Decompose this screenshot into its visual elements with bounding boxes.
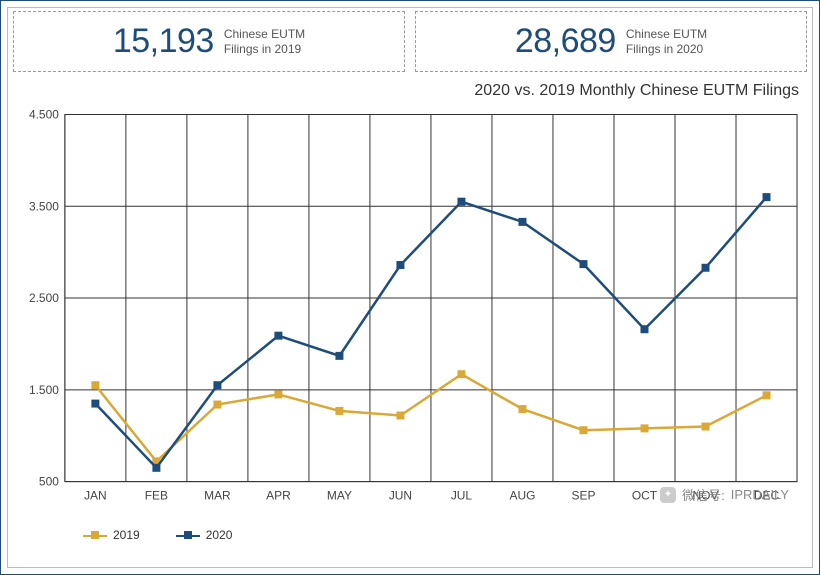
- svg-text:APR: APR: [266, 489, 291, 503]
- stat-label-2020: Chinese EUTM Filings in 2020: [626, 27, 707, 57]
- svg-text:MAY: MAY: [327, 489, 352, 503]
- svg-text:FEB: FEB: [145, 489, 168, 503]
- line-chart: 500 1.500 2.500 3.500 4.500 JAN FEB MAR APR MAY JU…: [13, 106, 807, 526]
- stat-box-2019: 15,193 Chinese EUTM Filings in 2019: [13, 11, 405, 72]
- svg-text:JUL: JUL: [451, 489, 473, 503]
- svg-text:JUN: JUN: [389, 489, 412, 503]
- svg-text:1.500: 1.500: [29, 383, 59, 397]
- svg-text:OCT: OCT: [632, 489, 658, 503]
- stat-row: 15,193 Chinese EUTM Filings in 2019 28,6…: [13, 11, 807, 72]
- chart-svg: 500 1.500 2.500 3.500 4.500 JAN FEB MAR APR MAY JU…: [13, 106, 807, 526]
- svg-text:AUG: AUG: [510, 489, 536, 503]
- legend-item-2020: 2020: [176, 528, 233, 542]
- svg-text:2.500: 2.500: [29, 291, 59, 305]
- legend-item-2019: 2019: [83, 528, 140, 542]
- stat-box-2020: 28,689 Chinese EUTM Filings in 2020: [415, 11, 807, 72]
- legend: 2019 2020: [13, 526, 807, 542]
- svg-text:NOV: NOV: [693, 489, 719, 503]
- legend-label-2020: 2020: [206, 528, 233, 542]
- svg-text:4.500: 4.500: [29, 107, 59, 121]
- svg-text:MAR: MAR: [204, 489, 231, 503]
- svg-text:DEC: DEC: [754, 489, 780, 503]
- svg-text:JAN: JAN: [84, 489, 107, 503]
- svg-text:500: 500: [39, 475, 59, 489]
- legend-label-2019: 2019: [113, 528, 140, 542]
- chart-title: 2020 vs. 2019 Monthly Chinese EUTM Filin…: [13, 80, 807, 106]
- stat-value-2020: 28,689: [515, 22, 616, 61]
- chart-frame: 15,193 Chinese EUTM Filings in 2019 28,6…: [0, 0, 820, 575]
- stat-value-2019: 15,193: [113, 22, 214, 61]
- stat-label-2019: Chinese EUTM Filings in 2019: [224, 27, 305, 57]
- svg-text:SEP: SEP: [572, 489, 596, 503]
- svg-text:3.500: 3.500: [29, 199, 59, 213]
